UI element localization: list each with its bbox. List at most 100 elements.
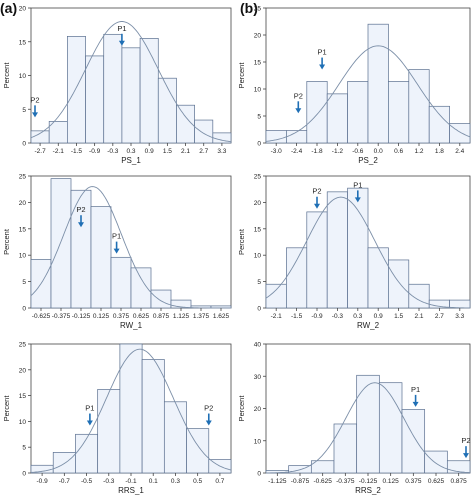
histogram-bar xyxy=(367,23,389,144)
x-tick-label: 3.3 xyxy=(455,313,464,320)
x-tick-label: 0.375 xyxy=(405,478,422,485)
x-tick-label: -1.8 xyxy=(311,148,323,155)
histogram-panel-6: 0 10 20 30 40 -1.125 -0.875 -0.625 -0.375 -0.125 0… xyxy=(237,342,471,496)
histogram-bar xyxy=(424,450,448,474)
x-tick-label: 0.9 xyxy=(145,148,154,155)
annotation-p2: P2 xyxy=(294,91,303,100)
y-tick-label: 40 xyxy=(254,342,262,349)
annotation-p1: P1 xyxy=(85,404,94,413)
x-axis-title: RW_2 xyxy=(357,321,380,330)
panel-label-b: (b) xyxy=(240,0,258,16)
histogram-bar xyxy=(75,433,99,474)
x-tick-label: -1.5 xyxy=(291,313,303,320)
x-tick-label: 0.1 xyxy=(149,478,158,485)
x-tick-label: 1.375 xyxy=(193,313,210,320)
x-tick-label: 1.8 xyxy=(435,148,444,155)
histogram-panel-5: 0 5 10 15 20 25 -0.9 -0.7 -0.5 -0.3 -0.1 0.1 0.3 0.5 0… xyxy=(2,342,232,495)
y-axis-title: Percent xyxy=(2,228,11,255)
histogram-bar xyxy=(90,206,112,309)
y-tick-label: 20 xyxy=(254,33,262,40)
histogram-bar xyxy=(449,123,471,144)
x-tick-label: 1.5 xyxy=(163,148,172,155)
x-tick-label: -0.9 xyxy=(89,148,101,155)
y-tick-label: 25 xyxy=(254,6,262,13)
histogram-bar xyxy=(141,359,165,474)
arrow-head-icon xyxy=(118,40,125,46)
histogram-bar xyxy=(408,69,430,144)
histogram-bar xyxy=(121,47,141,144)
x-tick-label: -0.1 xyxy=(125,478,137,485)
y-tick-label: 10 xyxy=(254,253,262,260)
histogram-bar xyxy=(110,256,132,309)
y-tick-label: 0 xyxy=(22,306,26,313)
x-axis-title: PS_2 xyxy=(358,156,378,165)
y-tick-label: 5 xyxy=(22,107,26,114)
annotation-p1: P1 xyxy=(117,24,126,33)
histogram-bar xyxy=(48,121,68,144)
histogram-panel-2: 0 5 10 15 20 25 -3.0 -2.4 -1.8 -1.2 -0.6 0.0 0.6 1.2 1… xyxy=(237,6,471,165)
annotation-p2: P2 xyxy=(76,205,85,214)
x-axis-title: RRS_2 xyxy=(355,486,381,495)
x-tick-label: 0.625 xyxy=(133,313,150,320)
histogram-bar xyxy=(85,55,105,144)
histogram-bar xyxy=(356,374,380,474)
x-tick-label: -0.3 xyxy=(103,478,115,485)
x-tick-label: 0.375 xyxy=(113,313,130,320)
x-tick-label: -0.3 xyxy=(107,148,119,155)
annotation-p1: P1 xyxy=(411,385,420,394)
x-tick-label: -1.2 xyxy=(332,148,344,155)
histogram-bar xyxy=(306,81,328,144)
histogram-bar xyxy=(388,81,410,144)
y-tick-label: 10 xyxy=(254,87,262,94)
y-axis-title: Percent xyxy=(2,62,11,89)
x-tick-label: -0.375 xyxy=(52,313,71,320)
histogram-panel-4: 0 5 10 15 20 25 -2.1 -1.5 -0.9 -0.3 0.3 0.9 1.5 2.1 2.… xyxy=(237,174,471,330)
histogram-bar xyxy=(449,299,471,309)
y-tick-label: 5 xyxy=(257,279,261,286)
histogram-bar xyxy=(186,428,210,474)
x-axis-title: RRS_1 xyxy=(118,486,144,495)
x-tick-label: 0.5 xyxy=(193,478,202,485)
histogram-bar xyxy=(50,178,72,309)
x-tick-label: -0.9 xyxy=(311,313,323,320)
normal-fit-curve xyxy=(30,21,232,143)
x-tick-label: 2.1 xyxy=(181,148,190,155)
normal-fit-curve xyxy=(266,382,471,474)
normal-fit-curve xyxy=(265,45,471,142)
y-tick-label: 15 xyxy=(19,393,27,400)
x-tick-label: -2.4 xyxy=(291,148,303,155)
y-tick-label: 20 xyxy=(19,200,27,207)
x-tick-label: -1.5 xyxy=(71,148,83,155)
annotation-p1: P1 xyxy=(353,180,362,189)
x-axis-title: RW_1 xyxy=(120,321,143,330)
histogram-bar xyxy=(367,247,389,309)
x-tick-label: 2.1 xyxy=(414,313,423,320)
y-axis-title: Percent xyxy=(237,62,246,89)
y-tick-label: 0 xyxy=(257,141,261,148)
histogram-bar xyxy=(347,81,369,144)
histogram-bar xyxy=(428,105,450,144)
x-tick-label: 0.3 xyxy=(126,148,135,155)
arrow-head-icon xyxy=(354,197,361,203)
normal-fit-curve xyxy=(30,348,232,473)
x-tick-label: 0.625 xyxy=(428,478,445,485)
histogram-bar xyxy=(388,259,410,309)
arrow-head-icon xyxy=(319,64,326,70)
x-tick-label: -0.125 xyxy=(72,313,91,320)
x-tick-label: 0.0 xyxy=(374,148,383,155)
x-tick-label: -0.7 xyxy=(59,478,71,485)
arrow-head-icon xyxy=(314,203,320,209)
annotation-p1: P1 xyxy=(318,48,327,57)
normal-fit-curve xyxy=(30,186,231,309)
x-tick-label: 0.125 xyxy=(93,313,110,320)
y-tick-label: 10 xyxy=(19,253,27,260)
x-tick-label: -0.625 xyxy=(32,313,51,320)
y-tick-label: 15 xyxy=(254,226,262,233)
y-tick-label: 10 xyxy=(254,438,262,445)
x-tick-label: -0.875 xyxy=(291,478,310,485)
histogram-bar xyxy=(163,401,187,474)
x-tick-label: 2.4 xyxy=(455,148,464,155)
y-tick-label: 20 xyxy=(254,406,262,413)
y-axis-title: Percent xyxy=(2,395,11,422)
